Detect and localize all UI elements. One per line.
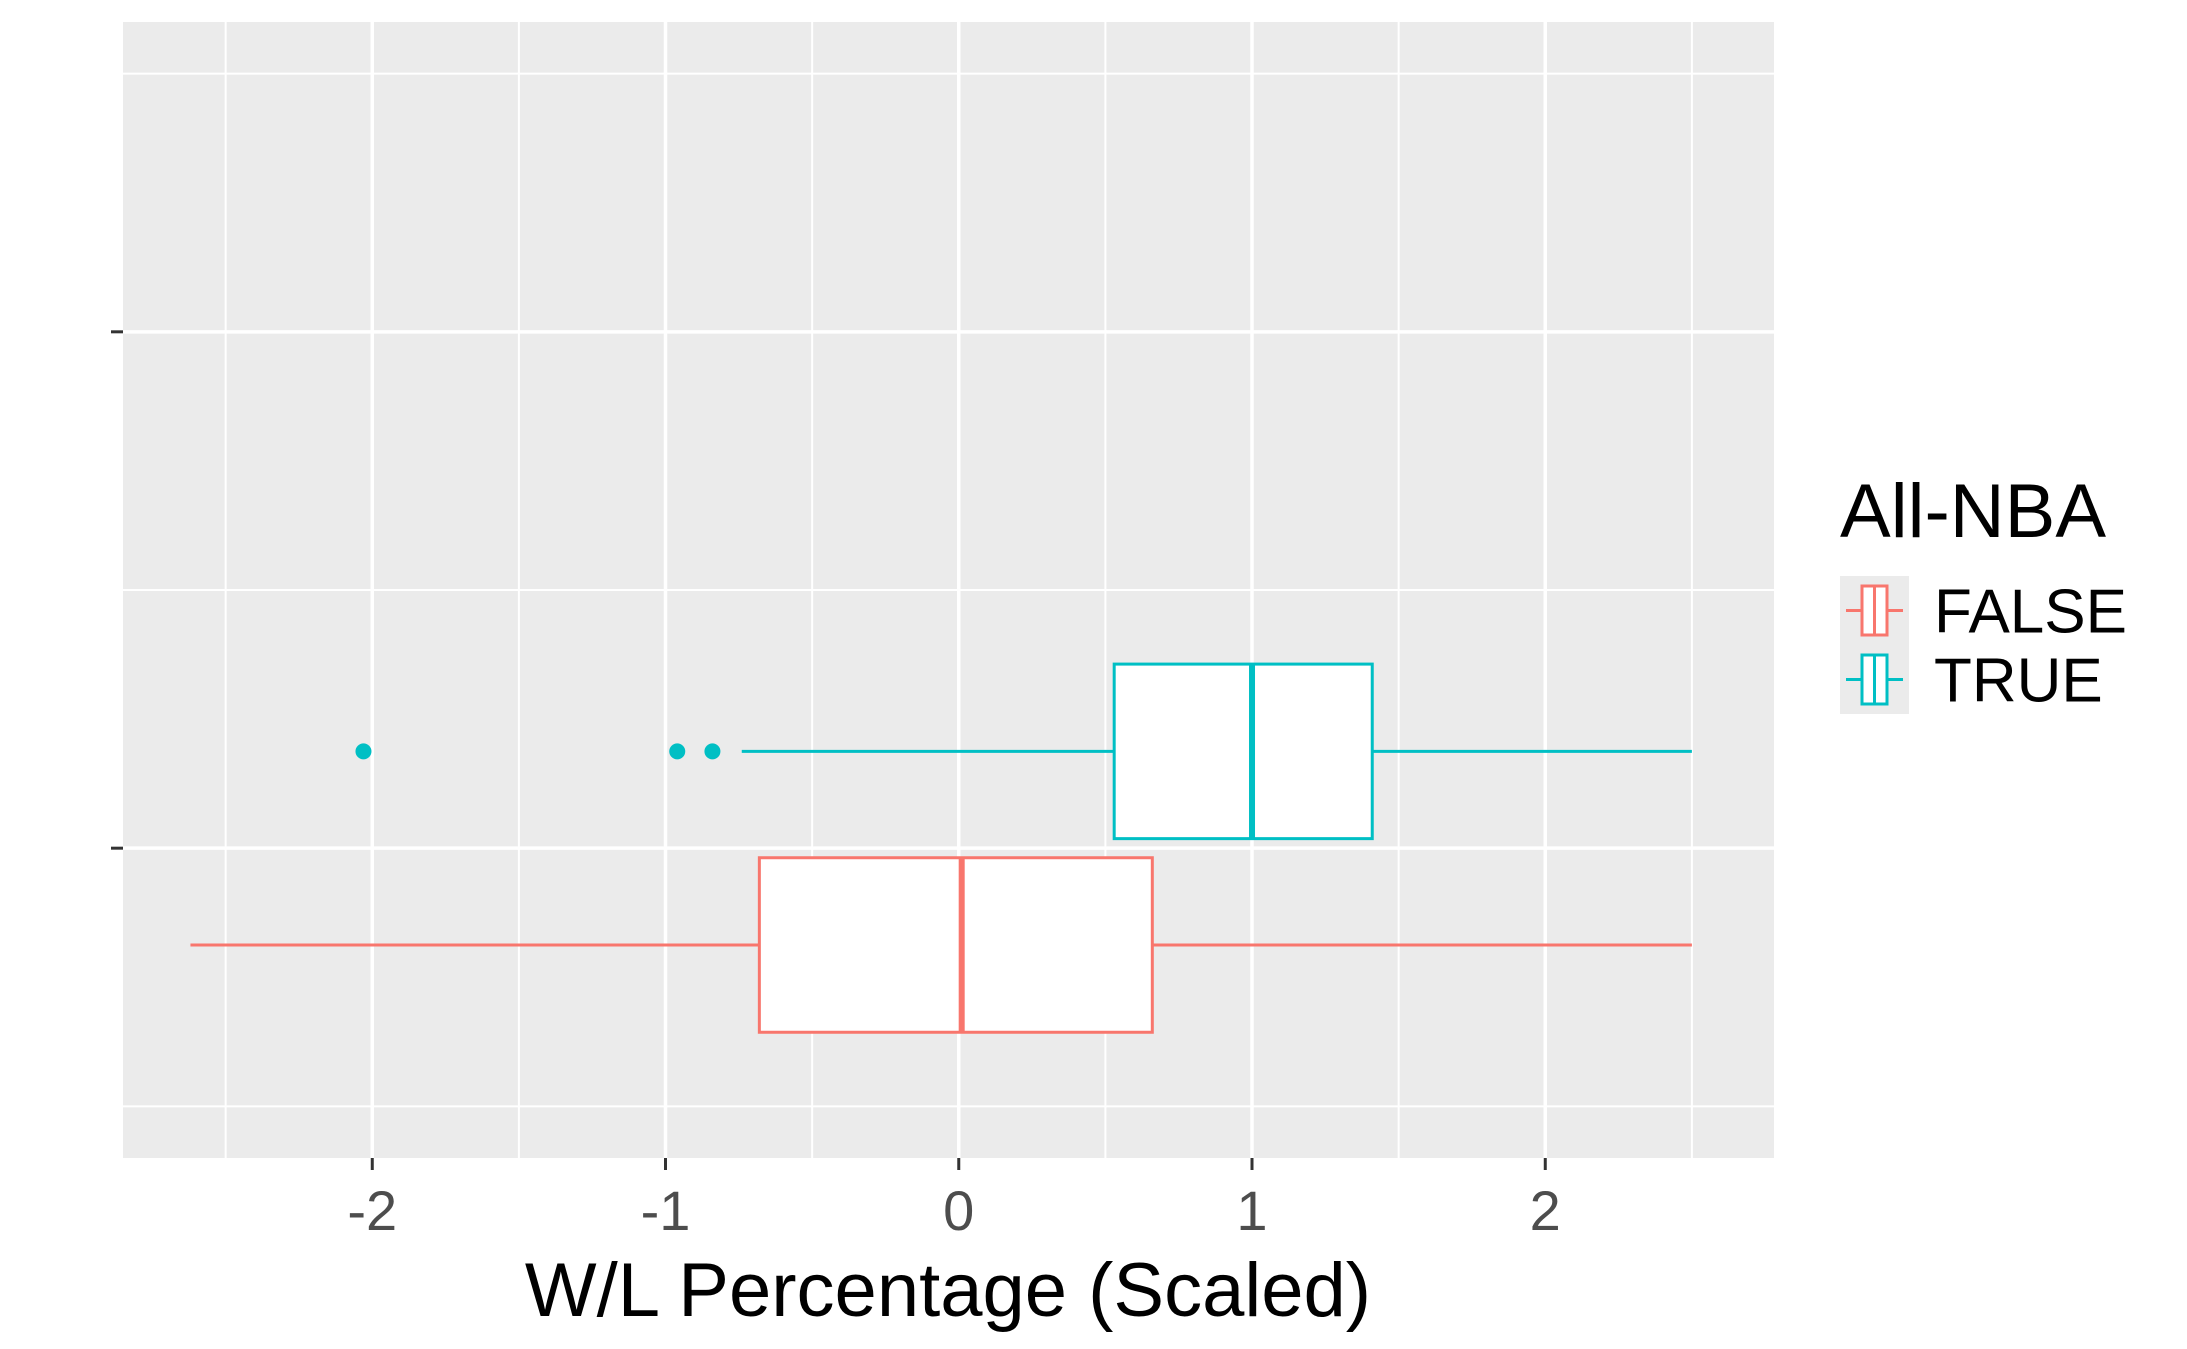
box-true (355, 662, 1692, 841)
legend-key-true: TRUE (1840, 645, 2103, 716)
grid-minor (123, 22, 1774, 1158)
x-tick-label: -1 (641, 1179, 691, 1242)
box-iqr (757, 856, 1154, 1034)
legend-key-false: FALSE (1840, 576, 2127, 647)
box-iqr (1112, 662, 1374, 841)
outlier-point (669, 743, 686, 760)
box-false (190, 856, 1692, 1034)
x-tick-label: -2 (347, 1179, 397, 1242)
x-axis-ticks: -2 -1 0 1 2 (347, 1158, 1561, 1242)
outlier-point (355, 743, 372, 760)
legend-label: FALSE (1934, 578, 2127, 647)
x-tick-label: 2 (1530, 1179, 1561, 1242)
legend-title: All-NBA (1840, 469, 2106, 554)
boxes (190, 662, 1692, 1034)
legend-label: TRUE (1934, 647, 2103, 716)
x-tick-label: 0 (943, 1179, 974, 1242)
x-tick-label: 1 (1236, 1179, 1267, 1242)
x-axis-title: W/L Percentage (Scaled) (525, 1248, 1371, 1333)
y-axis-ticks (111, 330, 123, 850)
outlier-point (704, 743, 721, 760)
